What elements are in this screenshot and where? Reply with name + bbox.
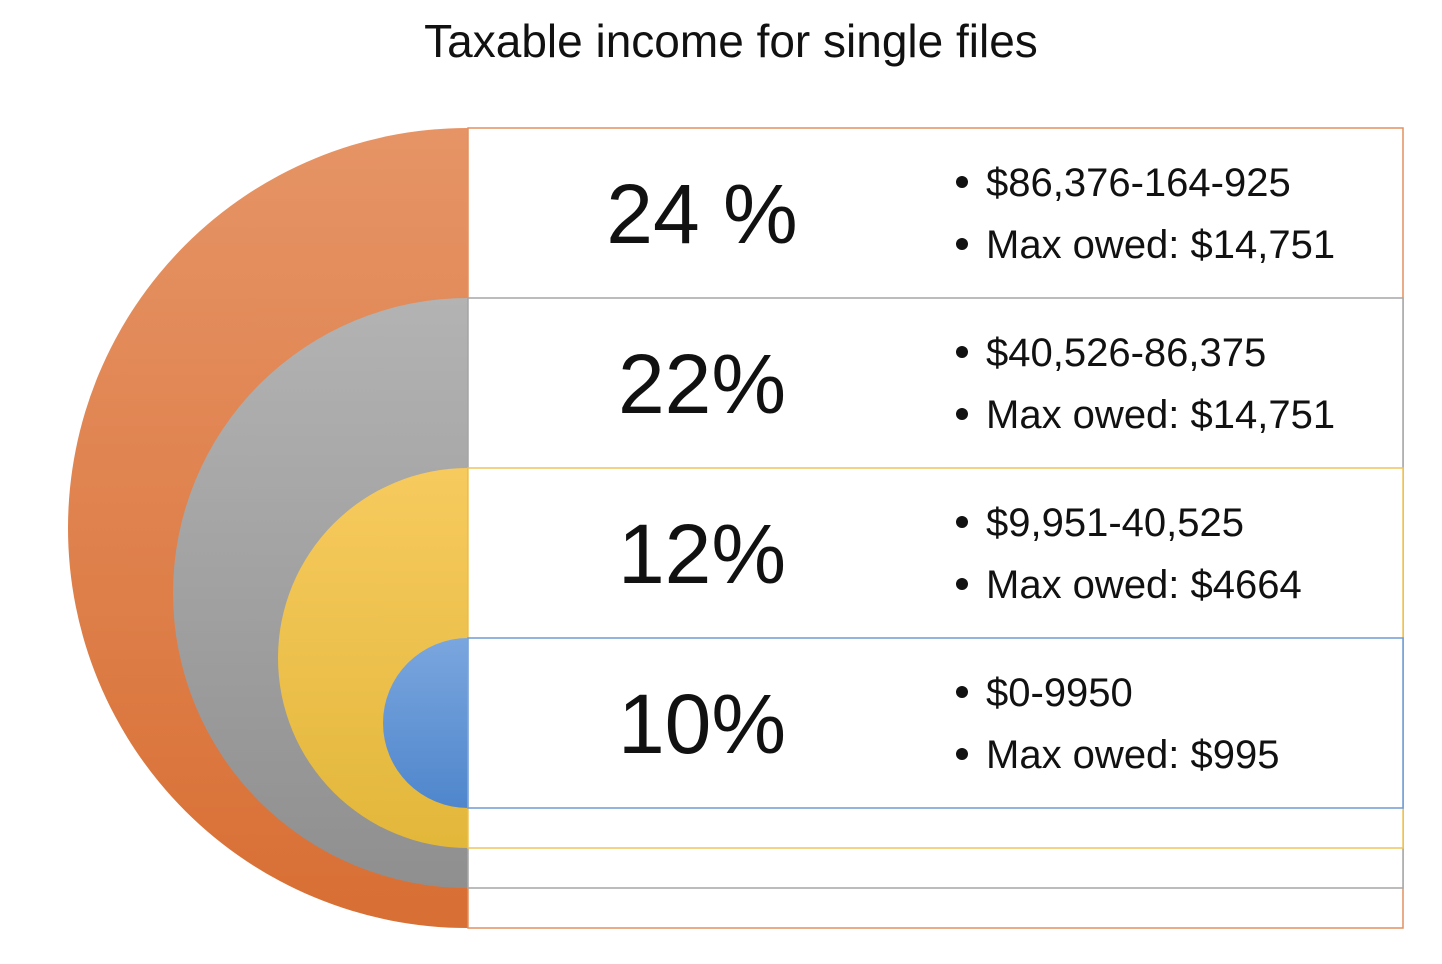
bracket-10-arc [383, 638, 468, 808]
bullet-dot [956, 578, 968, 590]
bullet-dot [956, 686, 968, 698]
bracket-10-box [467, 637, 1404, 809]
diagram-title: Taxable income for single files [424, 15, 1038, 67]
bracket-10-max-owed: Max owed: $995 [986, 733, 1280, 777]
bracket-12-rate: 12% [618, 507, 786, 601]
bullet-dot [956, 516, 968, 528]
bracket-12-max-owed: Max owed: $4664 [986, 563, 1302, 607]
bracket-22-rate: 22% [618, 337, 786, 431]
bracket-12-range: $9,951-40,525 [986, 501, 1244, 545]
bullet-dot [956, 748, 968, 760]
bracket-10-rate: 10% [618, 677, 786, 771]
bullet-dot [956, 176, 968, 188]
bracket-22-range: $40,526-86,375 [986, 331, 1266, 375]
bracket-24-range: $86,376-164-925 [986, 161, 1291, 205]
bullet-dot [956, 408, 968, 420]
bullet-dot [956, 346, 968, 358]
bracket-10-range: $0-9950 [986, 671, 1133, 715]
bullet-dot [956, 238, 968, 250]
bracket-24-max-owed: Max owed: $14,751 [986, 223, 1335, 267]
bracket-24-rate: 24 % [606, 167, 797, 261]
bracket-22-max-owed: Max owed: $14,751 [986, 393, 1335, 437]
